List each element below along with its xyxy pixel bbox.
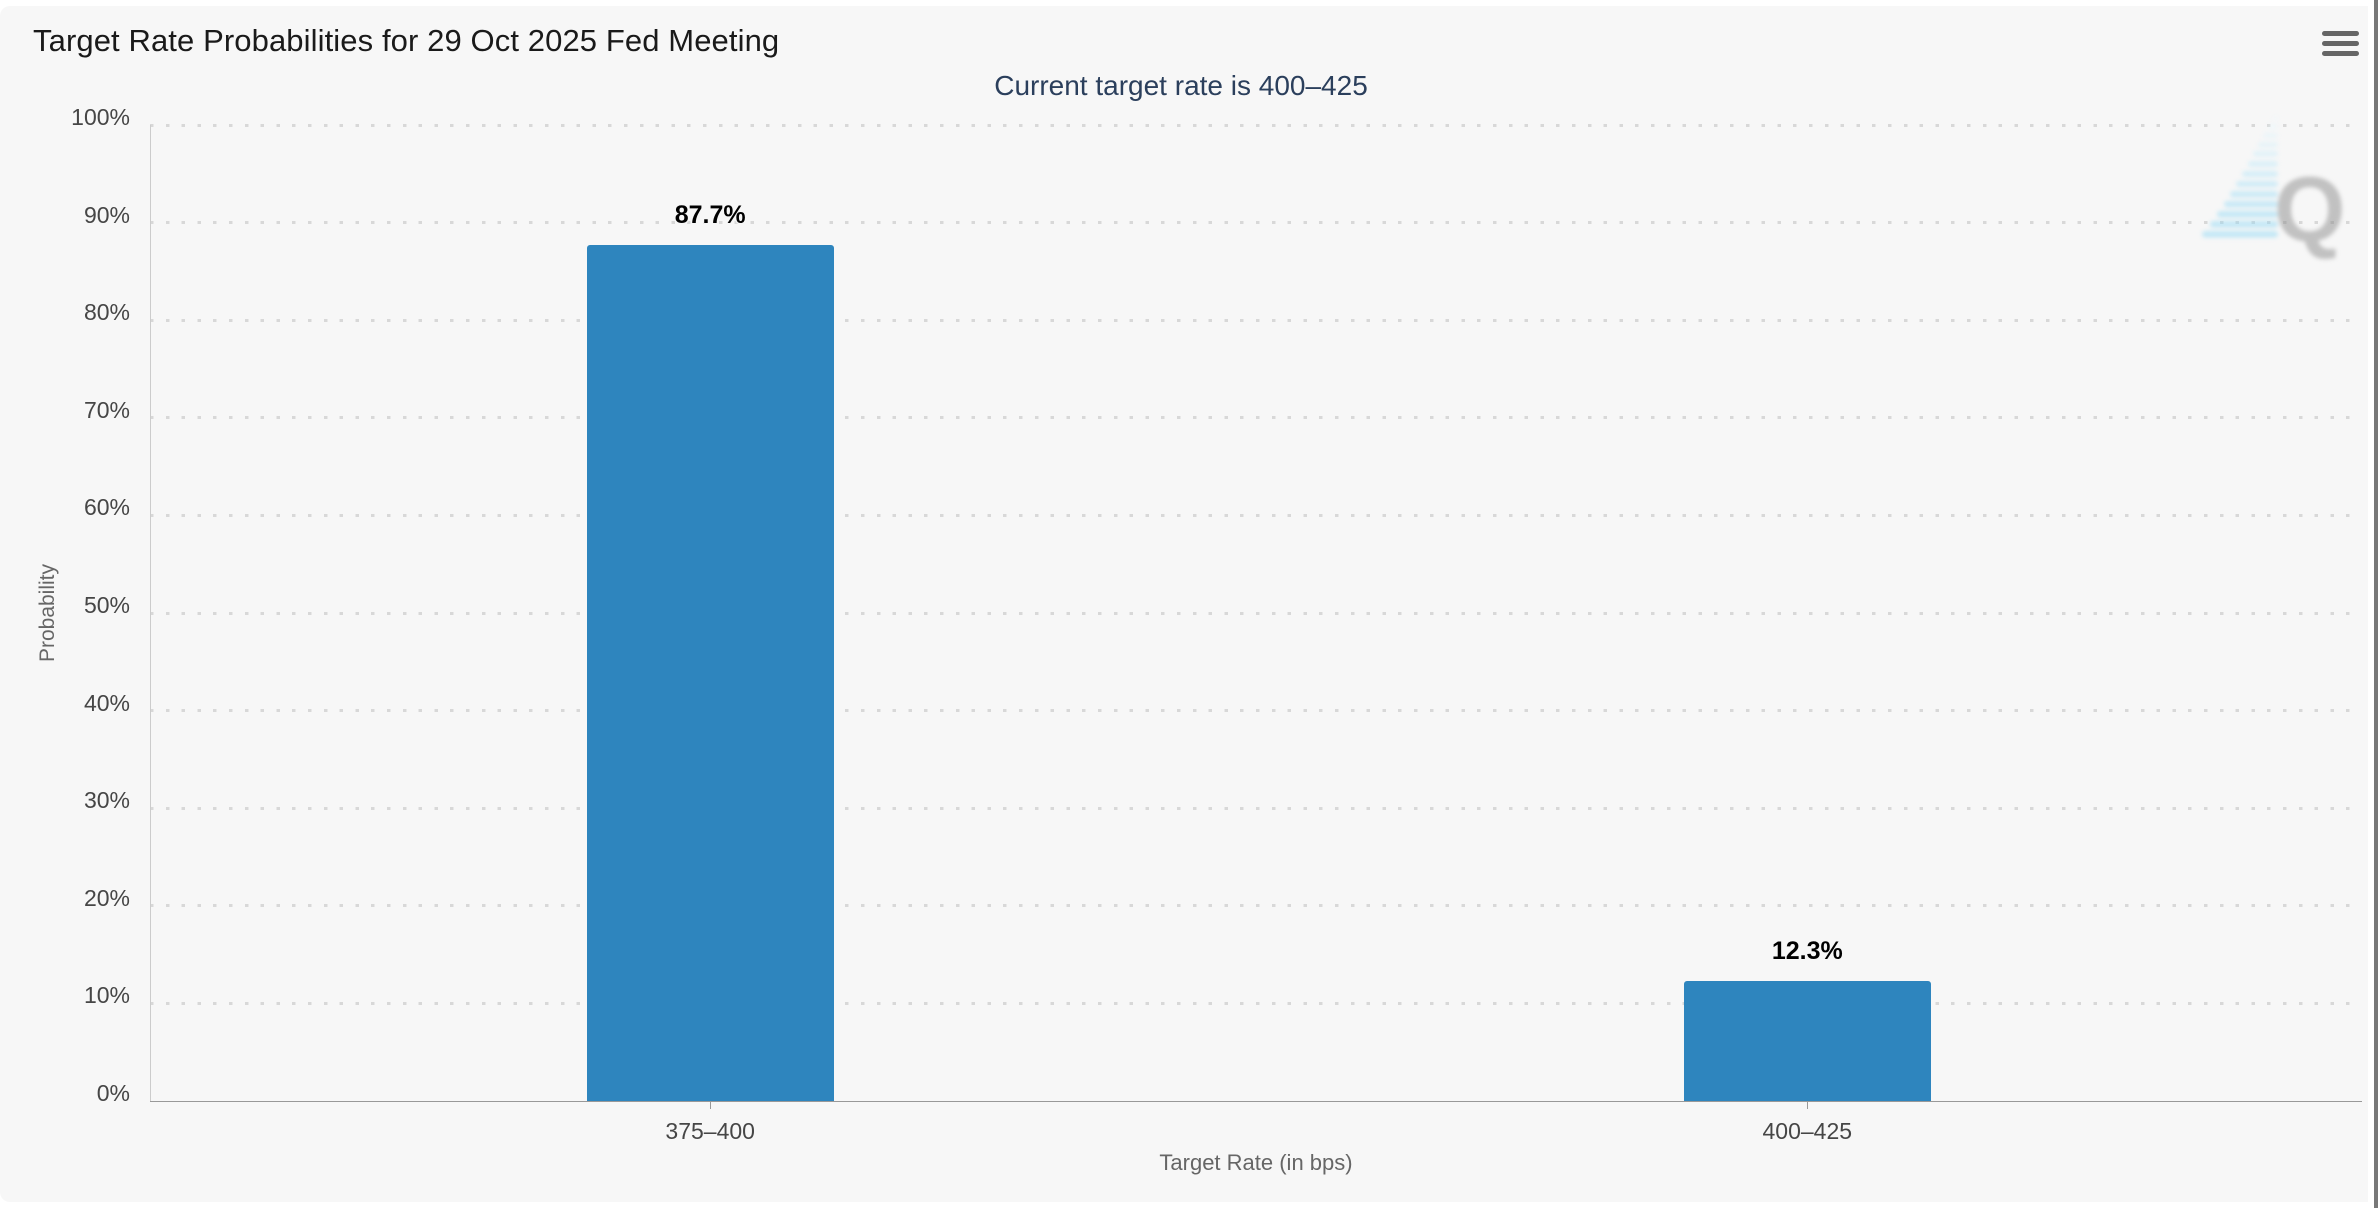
svg-text:Q: Q — [2274, 159, 2346, 261]
